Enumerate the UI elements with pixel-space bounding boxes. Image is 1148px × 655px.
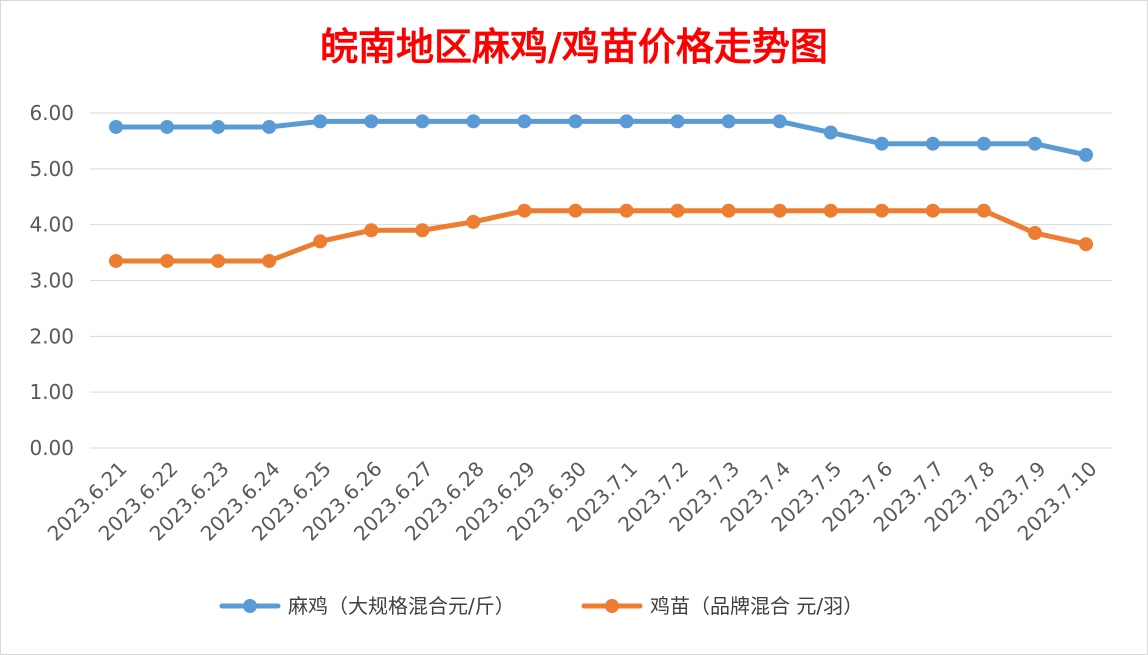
data-point xyxy=(925,136,940,151)
data-point xyxy=(364,223,379,238)
legend-item-1: 麻鸡（大规格混合元/斤） xyxy=(219,594,515,618)
series-line xyxy=(113,118,1089,158)
data-point xyxy=(568,114,583,129)
data-point xyxy=(925,203,940,218)
data-point xyxy=(109,119,123,134)
data-point xyxy=(619,203,634,218)
y-tick-label: 4.00 xyxy=(29,213,74,237)
data-point xyxy=(823,203,838,218)
y-tick-label: 5.00 xyxy=(29,157,74,181)
data-point xyxy=(364,114,379,129)
data-point xyxy=(109,253,123,268)
data-point xyxy=(1027,226,1042,241)
data-point xyxy=(568,203,583,218)
data-point xyxy=(670,114,685,129)
data-point xyxy=(1027,136,1042,151)
data-point xyxy=(262,119,277,134)
data-point xyxy=(976,136,991,151)
legend-item-2: 鸡苗（品牌混合 元/羽） xyxy=(581,594,863,618)
data-point xyxy=(874,136,889,151)
data-point xyxy=(415,223,430,238)
data-point xyxy=(721,114,736,129)
data-point xyxy=(874,203,889,218)
series-2 xyxy=(109,203,1093,268)
chart-title: 皖南地区麻鸡/鸡苗价格走势图 xyxy=(320,24,828,69)
data-point xyxy=(211,253,226,268)
data-point xyxy=(517,203,532,218)
data-point xyxy=(1079,147,1093,162)
grid-lines xyxy=(90,112,1112,449)
data-point xyxy=(619,114,634,129)
data-point xyxy=(1079,237,1093,252)
data-point xyxy=(313,234,328,249)
y-axis-ticks: 0.00 1.00 2.00 3.00 4.00 5.00 6.00 xyxy=(29,101,74,460)
y-tick-label: 0.00 xyxy=(29,436,74,460)
y-tick-label: 6.00 xyxy=(29,101,74,125)
legend: 麻鸡（大规格混合元/斤） 鸡苗（品牌混合 元/羽） xyxy=(219,594,863,618)
legend-marker xyxy=(243,599,257,613)
legend-label: 麻鸡（大规格混合元/斤） xyxy=(288,594,515,618)
data-point xyxy=(772,203,787,218)
data-point xyxy=(517,114,532,129)
data-point xyxy=(772,114,787,129)
legend-label: 鸡苗（品牌混合 元/羽） xyxy=(650,594,863,618)
series-1 xyxy=(109,114,1093,162)
data-point xyxy=(721,203,736,218)
data-point xyxy=(313,114,328,129)
series-group xyxy=(109,114,1093,268)
data-point xyxy=(415,114,430,129)
y-tick-label: 2.00 xyxy=(29,324,74,348)
data-point xyxy=(211,119,226,134)
data-point xyxy=(976,203,991,218)
data-point xyxy=(466,214,481,229)
legend-marker xyxy=(605,599,619,613)
data-point xyxy=(262,253,277,268)
data-point xyxy=(160,253,175,268)
y-tick-label: 3.00 xyxy=(29,269,74,293)
series-line xyxy=(113,208,1089,264)
y-tick-label: 1.00 xyxy=(29,380,74,404)
data-point xyxy=(670,203,685,218)
data-point xyxy=(160,119,175,134)
data-point xyxy=(823,125,838,140)
data-point xyxy=(466,114,481,129)
